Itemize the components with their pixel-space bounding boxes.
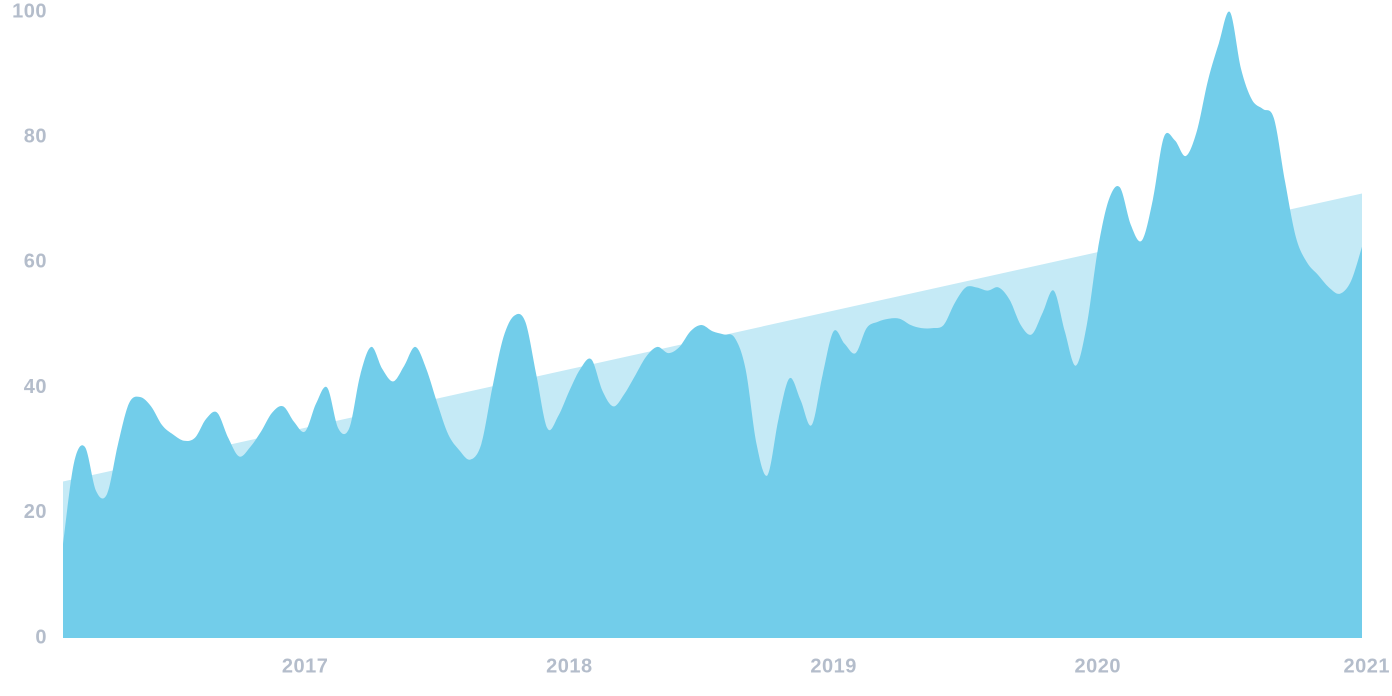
y-tick-label: 80 <box>24 125 47 147</box>
y-tick-label: 100 <box>12 0 47 22</box>
y-tick-label: 20 <box>24 501 47 523</box>
x-tick-label: 2019 <box>810 655 857 677</box>
y-tick-label: 40 <box>24 376 47 398</box>
x-tick-label: 2020 <box>1075 655 1122 677</box>
x-tick-label: 2021 <box>1344 655 1391 677</box>
x-tick-label: 2018 <box>546 655 593 677</box>
y-tick-label: 60 <box>24 251 47 273</box>
area <box>63 11 1362 639</box>
x-tick-label: 2017 <box>282 655 329 677</box>
y-tick-label: 0 <box>35 626 47 648</box>
